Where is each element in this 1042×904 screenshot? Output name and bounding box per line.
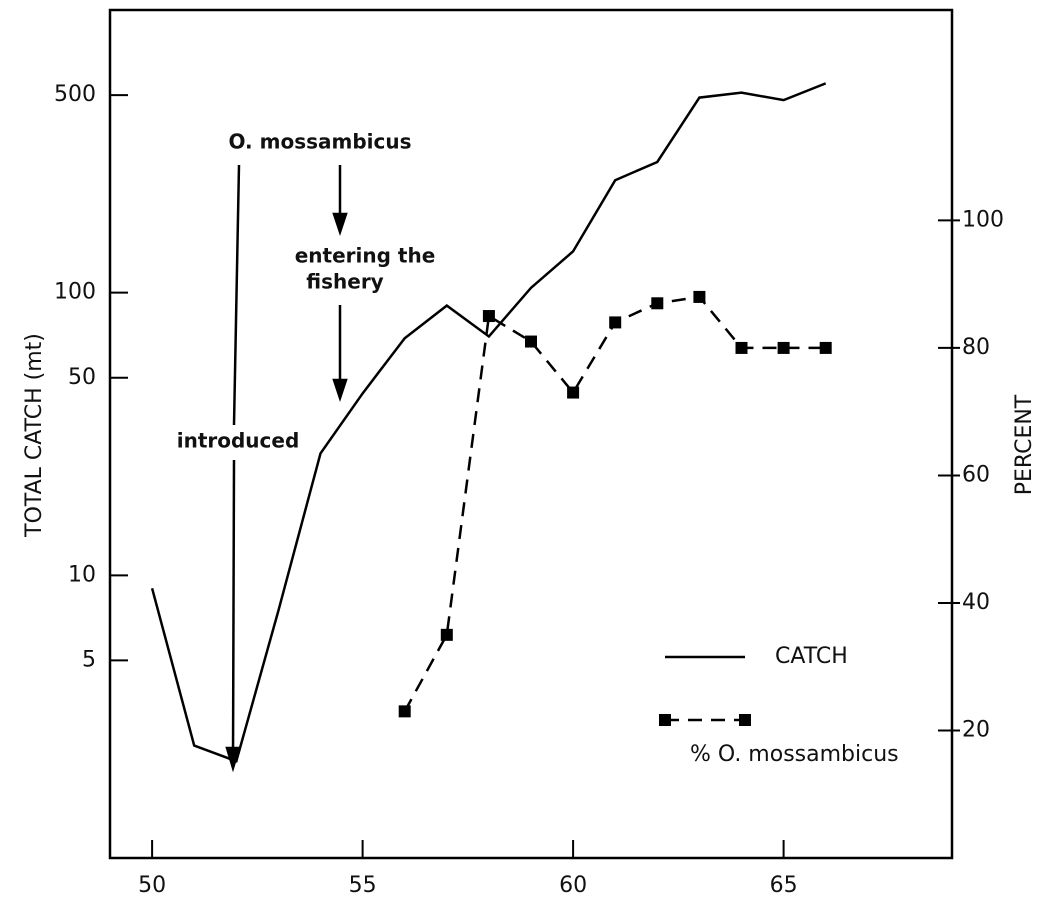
- arrow-head: [332, 212, 348, 236]
- y2-tick-label: 60: [962, 462, 990, 487]
- point: [651, 297, 664, 310]
- y-tick-label: 100: [54, 280, 96, 305]
- point: [440, 628, 453, 641]
- point: [693, 290, 706, 303]
- point: [735, 341, 748, 354]
- y-tick-label: 500: [54, 82, 96, 107]
- series-line: [403, 295, 826, 712]
- y2-tick-label: 40: [962, 590, 990, 615]
- x-tick-label: 60: [559, 873, 587, 898]
- plot-frame: [108, 8, 954, 860]
- series-line: [150, 82, 827, 763]
- annotation: introduced: [177, 429, 300, 453]
- annotation: fishery: [306, 270, 383, 294]
- point: [482, 310, 495, 323]
- arrow-head: [332, 378, 348, 402]
- annotation: O. mossambicus: [228, 130, 411, 154]
- y-tick-label: 50: [68, 365, 96, 390]
- legend-label: CATCH: [775, 644, 848, 669]
- y2-tick-label: 80: [962, 335, 990, 360]
- annotation: entering the: [295, 244, 436, 268]
- x-tick-label: 50: [138, 873, 166, 898]
- y2-axis-label: PERCENT: [1012, 394, 1037, 495]
- legend-label: % O. mossambicus: [690, 742, 899, 767]
- point: [819, 341, 832, 354]
- y2-tick-label: 100: [962, 207, 1004, 232]
- x-tick-label: 65: [770, 873, 798, 898]
- y-tick-label: 5: [82, 647, 96, 672]
- y2-tick-label: 20: [962, 717, 990, 742]
- y-axis-label: TOTAL CATCH (mt): [22, 333, 47, 538]
- point: [777, 341, 790, 354]
- legend-marker: [659, 714, 671, 726]
- y-tick-label: 10: [68, 562, 96, 587]
- point: [567, 386, 580, 399]
- point: [525, 335, 537, 348]
- arrow-line: [231, 459, 236, 761]
- arrow-line: [232, 164, 241, 426]
- point: [609, 316, 622, 329]
- x-tick-label: 55: [349, 873, 377, 898]
- point: [398, 705, 411, 718]
- legend-marker: [739, 714, 751, 726]
